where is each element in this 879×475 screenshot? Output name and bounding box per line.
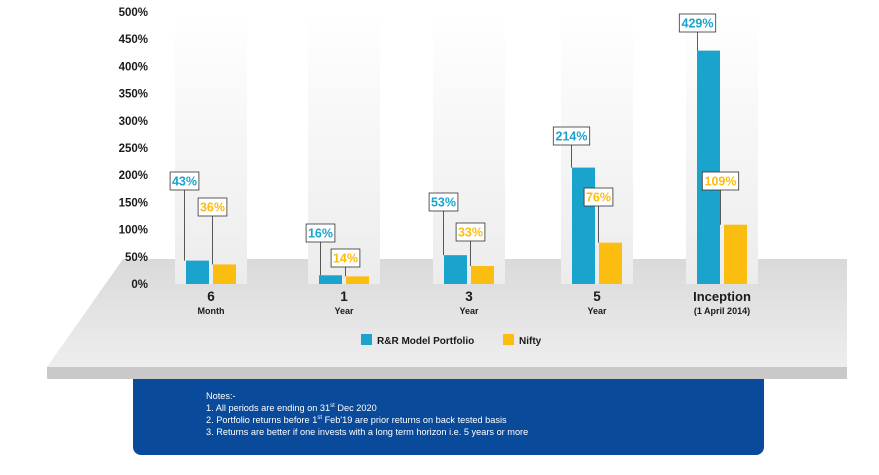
data-label: 43%	[172, 175, 197, 189]
legend-label-nifty: Nifty	[519, 336, 542, 347]
platform-top	[47, 259, 847, 367]
column-band-1	[308, 10, 380, 284]
y-tick-label: 300%	[119, 116, 148, 128]
y-tick-label: 350%	[119, 89, 148, 101]
bar-nifty-2	[471, 266, 494, 284]
note-line-3: 3. Returns are better if one invests wit…	[206, 427, 529, 437]
x-category-label: 5	[593, 289, 601, 304]
y-tick-label: 500%	[119, 7, 148, 19]
bar-nifty-4	[724, 224, 747, 284]
notes-heading: Notes:-	[206, 391, 236, 401]
y-tick-label: 50%	[125, 252, 148, 264]
column-band-0	[175, 10, 247, 284]
legend: R&R Model Portfolio Nifty	[361, 334, 542, 347]
data-label: 53%	[431, 196, 456, 210]
note-2-text-end: Feb'19 are prior returns on back tested …	[322, 415, 507, 425]
column-band-4	[686, 10, 758, 284]
note-1-text: 1. All periods are ending on 31	[206, 403, 331, 413]
x-category-sublabel: Month	[198, 306, 225, 316]
bar-nifty-3	[599, 242, 622, 284]
note-1-text-end: Dec 2020	[334, 403, 377, 413]
callout-box	[552, 126, 591, 146]
note-2-text: 2. Portfolio returns before 1	[206, 415, 318, 425]
data-label: 214%	[556, 130, 588, 144]
callout-box	[305, 223, 336, 243]
bar-portfolio-3	[572, 167, 595, 284]
data-label: 16%	[308, 227, 333, 241]
bar-portfolio-0	[186, 260, 209, 284]
callout-box	[678, 13, 717, 33]
y-tick-label: 150%	[119, 197, 148, 209]
notes-box: Notes:- 1. All periods are ending on 31s…	[133, 379, 764, 455]
note-line-1: 1. All periods are ending on 31st Dec 20…	[206, 402, 377, 414]
callout-box	[701, 171, 740, 191]
callout-box	[169, 171, 200, 191]
x-category-label: 6	[207, 289, 215, 304]
x-category-label: 3	[465, 289, 473, 304]
data-label: 14%	[333, 252, 358, 266]
bar-portfolio-2	[444, 255, 467, 284]
note-2-sup: st	[317, 414, 323, 421]
y-tick-label: 450%	[119, 34, 148, 46]
data-label: 36%	[200, 201, 225, 215]
y-tick-label: 100%	[119, 225, 148, 237]
bar-portfolio-1	[319, 275, 342, 284]
bar-nifty-0	[213, 264, 236, 284]
bar-nifty-1	[346, 276, 369, 284]
note-line-2: 2. Portfolio returns before 1st Feb'19 a…	[206, 414, 507, 426]
x-category-sublabel: Year	[587, 306, 607, 316]
returns-chart: 0% 50% 100% 150% 200% 250% 300% 350% 400% 450% 500…	[47, 7, 847, 379]
data-label: 109%	[705, 175, 737, 189]
legend-label-portfolio: R&R Model Portfolio	[377, 336, 474, 347]
note-1-sup: st	[330, 402, 335, 409]
callout-box	[455, 222, 486, 242]
y-tick-label: 400%	[119, 61, 148, 73]
column-bands	[175, 10, 758, 284]
platform-edge	[47, 367, 847, 379]
data-label: 76%	[586, 191, 611, 205]
x-category-label: 1	[340, 289, 348, 304]
x-axis: 6 Month 1 Year 3 Year 5 Year Inception (1 April 2…	[198, 289, 751, 316]
callout-box	[197, 197, 228, 217]
x-category-sublabel: Year	[459, 306, 479, 316]
y-tick-label: 250%	[119, 143, 148, 155]
y-tick-label: 0%	[131, 279, 148, 291]
x-category-sublabel: Year	[334, 306, 354, 316]
callout-box	[330, 248, 361, 268]
data-label: 429%	[682, 17, 714, 31]
legend-swatch-portfolio	[361, 334, 372, 345]
y-tick-label: 200%	[119, 170, 148, 182]
data-label: 33%	[458, 226, 483, 240]
bar-portfolio-4	[697, 50, 720, 285]
bars: 43% 16% 53% 214% 429% 36% 14% 33% 76% 109%	[169, 13, 747, 285]
callout-box	[428, 192, 459, 212]
y-axis: 0% 50% 100% 150% 200% 250% 300% 350% 400% 450% 500…	[119, 7, 148, 291]
x-category-label: Inception	[693, 289, 751, 304]
callout-box	[583, 187, 614, 207]
x-category-sublabel: (1 April 2014)	[694, 306, 750, 316]
legend-swatch-nifty	[503, 334, 514, 345]
